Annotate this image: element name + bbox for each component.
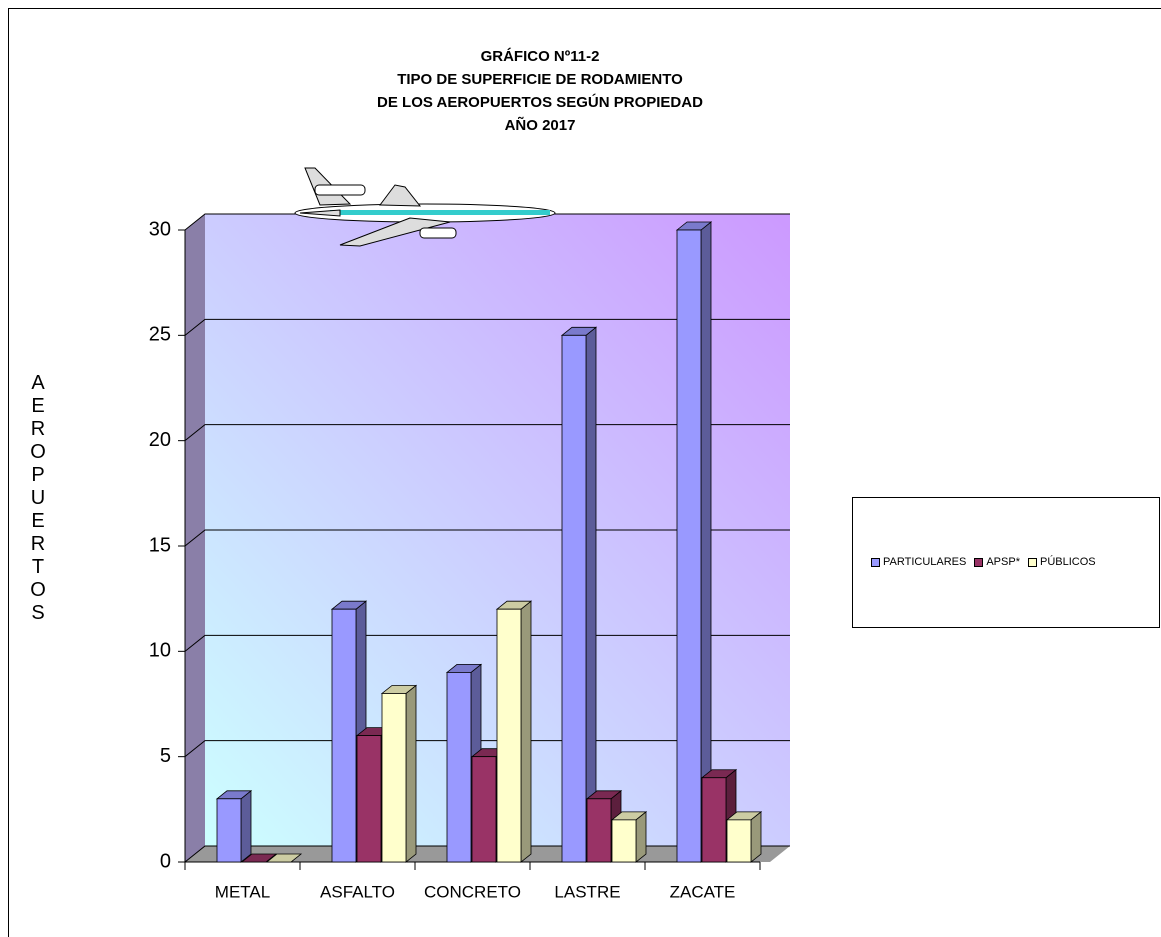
bar: [495, 600, 533, 863]
x-tick-label: ASFALTO: [320, 882, 395, 901]
legend-item: APSP*: [974, 556, 1020, 568]
legend-items: PARTICULARES APSP* PÚBLICOS: [871, 556, 1096, 568]
y-tick-label: 25: [149, 324, 171, 346]
bar-side: [635, 811, 647, 863]
airplane-clipart: [294, 167, 556, 247]
legend-swatch: [974, 557, 984, 567]
chart-title: DE LOS AEROPUERTOS SEGÚN PROPIEDAD: [377, 93, 703, 111]
bar-side: [585, 326, 597, 863]
bar-front: [381, 693, 407, 863]
bar: [725, 811, 763, 863]
chart-title: AÑO 2017: [505, 116, 576, 134]
chart-title: TIPO DE SUPERFICIE DE RODAMIENTO: [397, 71, 683, 88]
bar: [675, 221, 713, 863]
y-tick-label: 20: [149, 429, 171, 451]
bar: [240, 853, 278, 863]
bar: [610, 811, 648, 863]
bar-side: [240, 789, 252, 863]
legend-label: PÚBLICOS: [1039, 556, 1096, 568]
bar-front: [676, 229, 702, 863]
chart-title: GRÁFICO Nº11-2: [481, 48, 600, 65]
bar-top: [240, 853, 278, 863]
bar-front: [471, 756, 497, 863]
legend-label: PARTICULARES: [883, 556, 967, 568]
y-tick-label: 30: [149, 218, 171, 240]
bar-front: [216, 798, 242, 863]
legend: PARTICULARES APSP* PÚBLICOS: [852, 497, 1160, 628]
bar-front: [611, 819, 637, 863]
y-tick-label: 15: [149, 534, 171, 556]
legend-item: PARTICULARES: [871, 556, 966, 568]
grid-line: [184, 213, 790, 231]
x-tick-label: ZACATE: [670, 882, 736, 901]
bar-side: [405, 684, 417, 863]
bar-front: [561, 334, 587, 863]
legend-swatch: [871, 557, 880, 567]
x-tick-label: LASTRE: [554, 882, 620, 901]
x-tick-label: CONCRETO: [424, 882, 521, 901]
x-tick-label: METAL: [215, 882, 270, 901]
legend-label: APSP*: [986, 556, 1020, 568]
y-axis-label: AEROPUERTOS: [27, 372, 49, 625]
bar-front: [331, 608, 357, 863]
bar-front: [586, 798, 612, 863]
bar: [215, 789, 253, 863]
bar-front: [446, 672, 472, 863]
y-tick-label: 0: [160, 850, 171, 872]
legend-swatch: [1027, 557, 1037, 567]
bar: [265, 853, 303, 863]
bar: [560, 326, 598, 863]
bar-side: [520, 600, 532, 863]
grid-line: [184, 318, 790, 336]
bar-side: [750, 811, 762, 863]
bar-top: [265, 853, 303, 863]
bar: [380, 684, 418, 863]
bar-front: [701, 777, 727, 863]
y-tick-label: 5: [160, 745, 171, 767]
bar-front: [356, 735, 382, 863]
bar-front: [496, 608, 522, 863]
bar-side: [700, 221, 712, 863]
chart-frame: [8, 8, 1161, 937]
bar-front: [726, 819, 752, 863]
y-tick-label: 10: [149, 640, 171, 662]
legend-item: PÚBLICOS: [1027, 556, 1096, 568]
